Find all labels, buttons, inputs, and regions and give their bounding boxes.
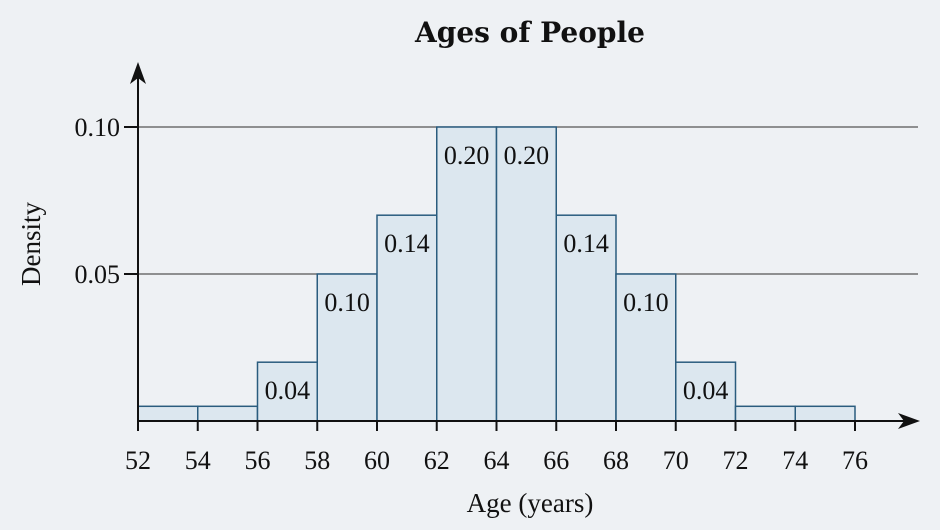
x-tick-label-9: 70	[663, 446, 689, 475]
x-tick-label-5: 62	[424, 446, 450, 475]
x-tick-label-12: 76	[842, 446, 868, 475]
x-tick-label-0: 52	[125, 446, 151, 475]
x-tick-label-1: 54	[185, 446, 211, 475]
bar-2	[256, 361, 318, 422]
x-tick-label-4: 60	[364, 446, 390, 475]
labels: 0.05 0.10 0.04 0.10 0.14 0.20 0.20 0.14 0.10 0.04…	[75, 113, 869, 475]
bar-5	[436, 126, 498, 422]
x-tick-label-2: 56	[245, 446, 271, 475]
bar-9	[675, 361, 737, 422]
bar-label-2: 0.04	[265, 376, 311, 405]
bar-10	[734, 405, 796, 422]
chart-title: Ages of People	[414, 16, 645, 49]
bar-11	[794, 405, 856, 422]
bar-7	[555, 214, 617, 422]
x-tick-label-3: 58	[304, 446, 330, 475]
bar-0	[137, 405, 199, 422]
x-tick-label-6: 64	[484, 446, 510, 475]
bar-label-3: 0.10	[324, 288, 370, 317]
bar-label-8: 0.10	[623, 288, 669, 317]
x-axis-arrow	[898, 413, 920, 429]
bars	[137, 126, 856, 422]
bar-label-6: 0.20	[504, 141, 550, 170]
x-tick-label-10: 72	[723, 446, 749, 475]
bar-8	[615, 273, 677, 422]
bar-label-7: 0.14	[563, 229, 609, 258]
axes	[124, 62, 920, 431]
bar-label-5: 0.20	[444, 141, 490, 170]
x-axis-label: Age (years)	[467, 488, 594, 518]
y-axis-arrow	[130, 62, 146, 84]
bar-1	[197, 405, 259, 422]
y-axis-label: Density	[16, 202, 46, 286]
y-tick-label-1: 0.10	[75, 113, 121, 142]
x-tick-label-7: 66	[543, 446, 569, 475]
bar-label-4: 0.14	[384, 229, 430, 258]
bar-label-9: 0.04	[683, 376, 729, 405]
x-tick-label-11: 74	[782, 446, 808, 475]
x-tick-label-8: 68	[603, 446, 629, 475]
y-tick-label-0: 0.05	[75, 260, 121, 289]
bar-6	[495, 126, 557, 422]
